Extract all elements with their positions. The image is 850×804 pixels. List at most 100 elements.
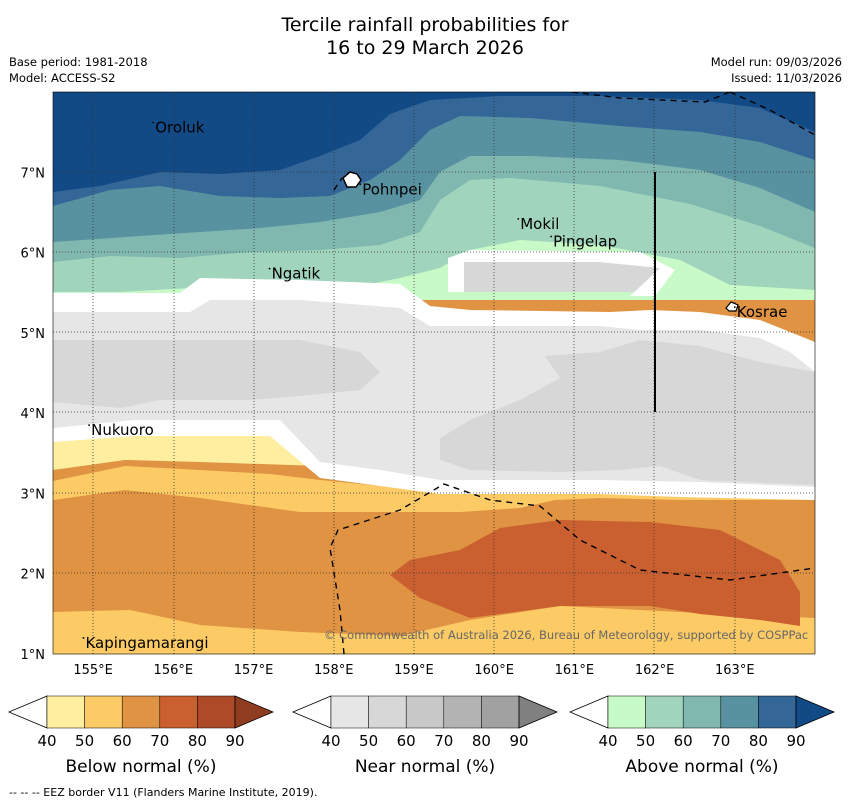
lon-tick-label: 158°E xyxy=(314,663,354,678)
place-marker xyxy=(268,267,271,270)
place-label: Kosrae xyxy=(737,303,788,321)
colorbar-tick: 70 xyxy=(711,732,730,750)
colorbar-segment xyxy=(481,695,520,729)
place-marker xyxy=(88,424,90,427)
zone-below-50-south xyxy=(53,606,815,654)
white-gap-north xyxy=(53,278,815,372)
map-frame xyxy=(52,91,816,655)
colorbar-segment xyxy=(330,695,369,729)
zone-near-50-west xyxy=(53,340,380,408)
place-marker xyxy=(359,183,362,186)
lon-tick-label: 161°E xyxy=(555,663,595,678)
model-run: Model run: 09/03/2026 xyxy=(710,55,842,69)
colorbar-tick: 40 xyxy=(321,732,340,750)
colorbar-3: 40 50 60 70 80 90 Above normal (%) xyxy=(568,695,836,777)
probability-field xyxy=(53,92,815,654)
colorbar-under-arrow xyxy=(291,695,332,729)
colorbar-tick: 40 xyxy=(598,732,617,750)
colorbar-segment xyxy=(84,695,123,729)
lat-tick-label: 1°N xyxy=(21,648,46,663)
place-label: Ngatik xyxy=(272,265,321,283)
colorbar-segment xyxy=(197,695,236,729)
base-period: Base period: 1981-2018 xyxy=(9,55,148,69)
map-title: Tercile rainfall probabilities for 16 to… xyxy=(0,14,850,60)
meta-right: Model run: 09/03/2026 Issued: 11/03/2026 xyxy=(711,54,842,86)
colorbar-title: Below normal (%) xyxy=(66,757,217,777)
eez-footnote: -- -- -- EEZ border V11 (Flanders Marine… xyxy=(9,786,318,799)
colorbar-tick: 60 xyxy=(397,732,416,750)
place-label: Oroluk xyxy=(155,119,204,137)
colorbar-tick: 80 xyxy=(472,732,491,750)
zone-near-50-north xyxy=(464,262,660,292)
place-label: Kapingamarangi xyxy=(85,634,208,652)
grid-lines xyxy=(53,92,815,654)
colorbar-2: 40 50 60 70 80 90 Near normal (%) xyxy=(291,695,559,777)
colorbar-over-arrow xyxy=(795,695,836,729)
colorbar-segment xyxy=(405,695,445,729)
copyright-notice: © Commonwealth of Australia 2026, Bureau… xyxy=(324,628,809,642)
place-marker xyxy=(82,637,85,639)
colorbar-segment xyxy=(645,695,684,729)
colorbar-segment xyxy=(159,695,198,729)
zone-near-50-east xyxy=(440,340,815,485)
colorbar-segment xyxy=(443,695,482,729)
zone-above-90 xyxy=(53,92,815,192)
colorbar-segment xyxy=(720,695,759,729)
colorbar-over-arrow xyxy=(234,695,275,729)
colorbar-tick: 90 xyxy=(786,732,805,750)
lat-axis: 1°N 2°N 3°N 4°N 5°N 6°N 7°N xyxy=(21,166,46,663)
lon-tick-label: 155°E xyxy=(73,663,113,678)
title-line-1: Tercile rainfall probabilities for xyxy=(281,14,569,36)
eez-borders xyxy=(329,92,815,654)
lon-tick-label: 162°E xyxy=(635,663,675,678)
colorbar-under-arrow xyxy=(568,695,609,729)
place-label: Mokil xyxy=(520,215,559,233)
zone-below-70 xyxy=(390,520,800,626)
lat-tick-label: 2°N xyxy=(21,568,46,583)
lon-tick-label: 160°E xyxy=(474,663,514,678)
lon-axis: 155°E 156°E 157°E 158°E 159°E 160°E 161°E 162°E… xyxy=(73,663,754,678)
lat-tick-label: 4°N xyxy=(21,407,46,422)
place-marker xyxy=(733,306,736,309)
lat-tick-label: 7°N xyxy=(21,166,46,181)
colorbar-tick: 70 xyxy=(150,732,169,750)
pohnpei-island xyxy=(342,171,362,188)
colorbar-segment xyxy=(682,695,722,729)
colorbar-1: 40 50 60 70 80 90 Below normal (%) xyxy=(7,695,275,777)
colorbar-title: Near normal (%) xyxy=(355,757,495,777)
place-marker xyxy=(152,121,155,124)
lon-tick-label: 163°E xyxy=(715,663,755,678)
kosrae-island xyxy=(725,301,739,312)
issued-date: Issued: 11/03/2026 xyxy=(731,71,842,85)
colorbar-tick: 90 xyxy=(225,732,244,750)
title-line-2: 16 to 29 March 2026 xyxy=(326,37,524,59)
colorbar-segment xyxy=(758,695,797,729)
place-marker xyxy=(517,217,520,220)
colorbar-tick: 40 xyxy=(37,732,56,750)
lon-tick-label: 159°E xyxy=(394,663,434,678)
zone-below-50-north xyxy=(53,466,815,512)
colorbar-tick: 60 xyxy=(113,732,132,750)
colorbar-title: Above normal (%) xyxy=(625,757,778,777)
colorbar-tick: 60 xyxy=(674,732,693,750)
lon-tick-label: 157°E xyxy=(234,663,274,678)
lat-tick-label: 6°N xyxy=(21,247,46,262)
place-label: Pingelap xyxy=(553,233,617,251)
colorbar-segment xyxy=(607,695,646,729)
colorbar-tick: 90 xyxy=(509,732,528,750)
lat-tick-label: 3°N xyxy=(21,487,46,502)
lat-tick-label: 5°N xyxy=(21,327,46,342)
colorbar-tick: 80 xyxy=(188,732,207,750)
colorbar-tick: 50 xyxy=(636,732,655,750)
colorbar-segment xyxy=(121,695,161,729)
colorbar-tick: 80 xyxy=(749,732,768,750)
place-label: Pohnpei xyxy=(362,180,422,198)
colorbar-over-arrow xyxy=(518,695,559,729)
colorbar-tick: 50 xyxy=(75,732,94,750)
model-name: Model: ACCESS-S2 xyxy=(9,71,116,85)
white-ring xyxy=(448,250,675,296)
place-marker xyxy=(550,235,553,238)
colorbar-segment xyxy=(46,695,85,729)
